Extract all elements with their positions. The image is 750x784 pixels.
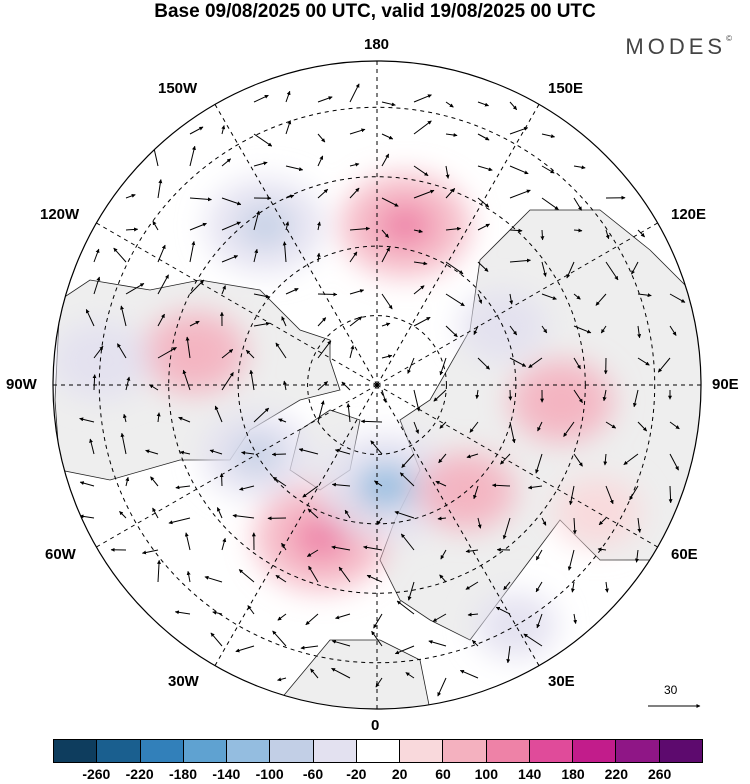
anomaly-bering-high-core: [377, 204, 433, 247]
colorbar-tick-label: -180: [169, 766, 197, 782]
colorbar-tick-label: 140: [518, 766, 541, 782]
anomaly-siberia-high-core: [538, 384, 584, 419]
colorbar-swatch: [443, 739, 486, 763]
wind-vector: [542, 230, 543, 240]
colorbar-tick-label: -260: [82, 766, 110, 782]
colorbar-tick-label: 260: [648, 766, 671, 782]
colorbar-swatch: [53, 739, 97, 763]
wind-vector: [272, 454, 286, 455]
anomaly-canada-high-core: [172, 335, 218, 370]
lon-label-30w: 30W: [168, 673, 199, 690]
colorbar-swatch: [573, 739, 616, 763]
colorbar-swatch: [97, 739, 140, 763]
colorbar-ticks: -260 -220 -180 -140 -100 -60 -20 20 60 100 140 180 2…: [53, 766, 703, 784]
lon-label-90e: 90E: [712, 376, 739, 393]
colorbar-tick-label: -20: [346, 766, 366, 782]
lon-label-180: 180: [364, 36, 389, 53]
lon-label-150w: 150W: [158, 80, 197, 97]
lon-label-120e: 120E: [671, 206, 706, 223]
lon-label-120w: 120W: [40, 206, 79, 223]
wind-vector: [94, 375, 95, 390]
wind-vector: [361, 421, 382, 422]
colorbar-swatch: [270, 739, 313, 763]
lon-label-60e: 60E: [671, 546, 698, 563]
lon-label-30e: 30E: [548, 673, 575, 690]
lon-label-0: 0: [371, 717, 379, 734]
wind-vector: [510, 390, 511, 400]
colorbar-tick-label: 100: [475, 766, 498, 782]
anomaly-norway-low-core: [357, 464, 415, 509]
wind-vector: [670, 486, 671, 503]
colorbar-swatch: [357, 739, 400, 763]
colorbar-tick-label: 180: [561, 766, 584, 782]
colorbar-tick-label: -60: [303, 766, 323, 782]
colorbar-tick-label: 220: [605, 766, 628, 782]
reference-vector-label: 30: [664, 683, 677, 697]
colorbar-swatch: [141, 739, 184, 763]
anomaly-north-pacific-low-core: [239, 206, 291, 246]
colorbar-tick-label: -140: [212, 766, 240, 782]
colorbar-swatch: [314, 739, 357, 763]
lon-label-150e: 150E: [548, 80, 583, 97]
colorbar-tick-label: -100: [256, 766, 284, 782]
colorbar: [53, 739, 703, 763]
colorbar-tick-label: 20: [392, 766, 408, 782]
colorbar-swatch: [616, 739, 659, 763]
colorbar-swatch: [400, 739, 443, 763]
wind-vector: [222, 474, 223, 487]
colorbar-swatch: [184, 739, 227, 763]
colorbar-swatch: [227, 739, 270, 763]
anomaly-middle-east-high-core: [577, 497, 617, 527]
colorbar-tick-label: 60: [435, 766, 451, 782]
colorbar-swatch: [487, 739, 530, 763]
colorbar-swatch: [660, 739, 703, 763]
colorbar-tick-label: -220: [126, 766, 154, 782]
lon-label-60w: 60W: [45, 546, 76, 563]
wind-vector: [318, 294, 337, 295]
colorbar-swatch: [530, 739, 573, 763]
lon-label-90w: 90W: [6, 376, 37, 393]
